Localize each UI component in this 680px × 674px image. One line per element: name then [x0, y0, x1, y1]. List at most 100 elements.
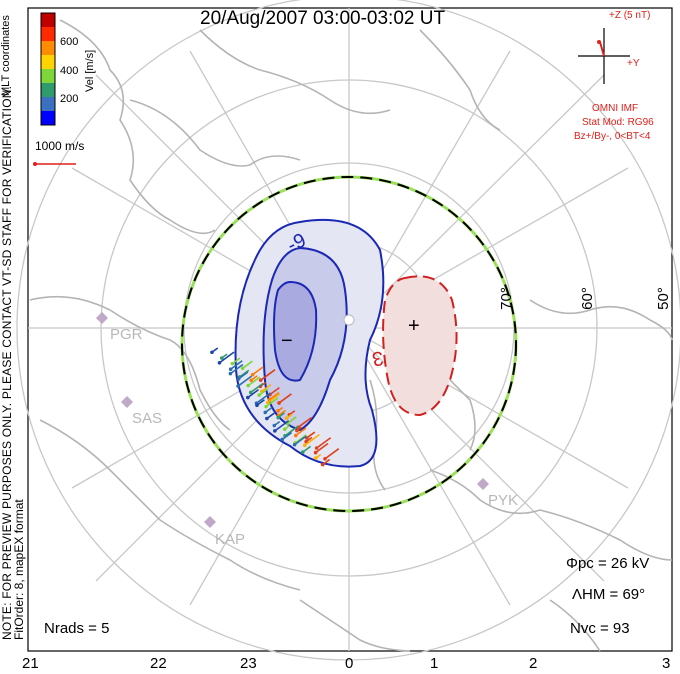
velocity-vector-origin	[313, 450, 318, 455]
heppner-maynard-boundary-dash	[181, 176, 517, 512]
velocity-vector	[250, 382, 264, 394]
velocity-vector-origin	[217, 360, 222, 365]
velocity-vector-origin	[250, 372, 255, 377]
velocity-vector-origin	[249, 378, 253, 383]
velocity-vector-origin	[301, 450, 305, 454]
velocity-vector	[295, 427, 307, 437]
colorbar-segment	[41, 69, 55, 83]
velocity-vector-origin	[293, 433, 298, 438]
colorbar-segment	[41, 97, 55, 111]
colorbar-segment	[41, 55, 55, 69]
velocity-vector-origin	[248, 390, 253, 395]
velocity-vector	[256, 392, 271, 404]
velocity-vector-origin	[228, 367, 233, 372]
vector-count: Nvc = 93	[570, 620, 630, 637]
mlt-tick-21: 21	[22, 655, 39, 672]
velocity-vector	[294, 434, 307, 444]
negative-potential-cell	[234, 218, 385, 468]
imf-source: OMNI IMF	[592, 103, 639, 114]
velocity-vector	[242, 360, 253, 369]
velocity-vector-origin	[265, 416, 269, 421]
latitude-label-70: 70°	[497, 287, 515, 310]
colorbar-label: Vel [m/s]	[84, 49, 96, 92]
velocity-vector-origin	[236, 377, 241, 381]
station-label-sas: SAS	[132, 410, 163, 427]
velocity-colorbar	[40, 12, 56, 126]
velocity-vector	[269, 391, 280, 400]
magnetic-pole-marker	[343, 314, 355, 326]
velocity-vector	[247, 376, 261, 387]
colorbar-segment	[41, 13, 55, 27]
velocity-vector	[239, 369, 250, 378]
positive-potential-cell	[382, 275, 458, 417]
negative-potential-minimum-mark: −	[281, 330, 293, 352]
cross-polar-cap-potential: Φpc = 26 kV	[566, 555, 650, 572]
velocity-vector	[229, 363, 244, 375]
velocity-vector-origin	[264, 404, 268, 409]
velocity-vector-origin	[276, 415, 280, 420]
station-label-pyk: PYK	[488, 492, 519, 509]
colorbar-segment	[41, 111, 55, 125]
plot-frame	[27, 7, 673, 652]
velocity-vector	[294, 435, 307, 446]
velocity-vector	[281, 431, 293, 441]
velocity-vector-origin	[304, 439, 308, 444]
mlt-tick-0: 0	[345, 655, 354, 672]
velocity-vector	[238, 371, 249, 380]
velocity-vector-origin	[266, 400, 270, 405]
velocity-vector-origin	[277, 401, 281, 405]
velocity-vector	[304, 433, 320, 446]
velocity-vector-origin	[276, 409, 280, 413]
latitude-label-60: 60°	[578, 287, 596, 310]
velocity-vector-origin	[263, 410, 268, 415]
velocity-vector-origin	[228, 371, 233, 376]
velocity-vector-origin	[272, 423, 277, 428]
velocity-vector-origin	[258, 378, 263, 383]
velocity-vector	[252, 366, 264, 376]
velocity-scale-dot	[33, 162, 37, 166]
imf-z-label: +Z (5 nT)	[609, 10, 651, 21]
colorbar-tick-200: 200	[60, 93, 79, 105]
velocity-vectors	[210, 347, 340, 467]
velocity-vector	[324, 448, 340, 460]
coastlines	[29, 19, 673, 652]
velocity-vector	[315, 442, 329, 454]
colorbar-tick-600: 600	[60, 36, 79, 48]
fit-order-note: FitOrder: 8, mapEX format	[12, 499, 26, 640]
velocity-scale-label: 1000 m/s	[35, 139, 85, 153]
imf-condition: Bz+/By-, 0<BT<4	[574, 131, 651, 142]
velocity-vector	[274, 420, 290, 432]
velocity-vector-origin	[282, 427, 287, 432]
velocity-vector-origin	[302, 443, 307, 448]
positive-potential-maximum-mark: +	[408, 315, 420, 337]
velocity-vector	[237, 375, 253, 387]
colorbar-segment	[41, 83, 55, 97]
coordinate-system-label: MLT coordinates	[0, 15, 12, 96]
mlt-tick-1: 1	[430, 655, 439, 672]
velocity-vector-origin	[257, 393, 262, 397]
velocity-vector-origin	[295, 428, 299, 433]
velocity-vector	[287, 416, 297, 424]
velocity-vector-origin	[246, 383, 250, 388]
velocity-vector	[247, 389, 259, 399]
velocity-vector	[261, 383, 272, 392]
velocity-vector-origin	[284, 416, 289, 420]
velocity-vector-origin	[210, 350, 214, 355]
mlt-tick-2: 2	[529, 655, 538, 672]
radar-station-markers	[96, 312, 489, 528]
imf-model: Stat Mod: RG96	[582, 117, 654, 128]
velocity-vector-origin	[230, 361, 235, 366]
colorbar-tick-400: 400	[60, 65, 79, 77]
colorbar-segment	[41, 41, 55, 55]
latitude-label-50: 50°	[654, 287, 672, 310]
velocity-vector	[284, 425, 299, 437]
map-title: 20/Aug/2007 03:00-03:02 UT	[200, 8, 446, 29]
velocity-vector-origin	[219, 356, 224, 360]
velocity-vector-origin	[236, 384, 240, 388]
velocity-vector-origin	[323, 456, 327, 461]
velocity-vector	[265, 397, 279, 408]
velocity-vector-origin	[320, 462, 325, 467]
velocity-vector-origin	[280, 437, 285, 442]
velocity-vector-origin	[292, 442, 297, 447]
